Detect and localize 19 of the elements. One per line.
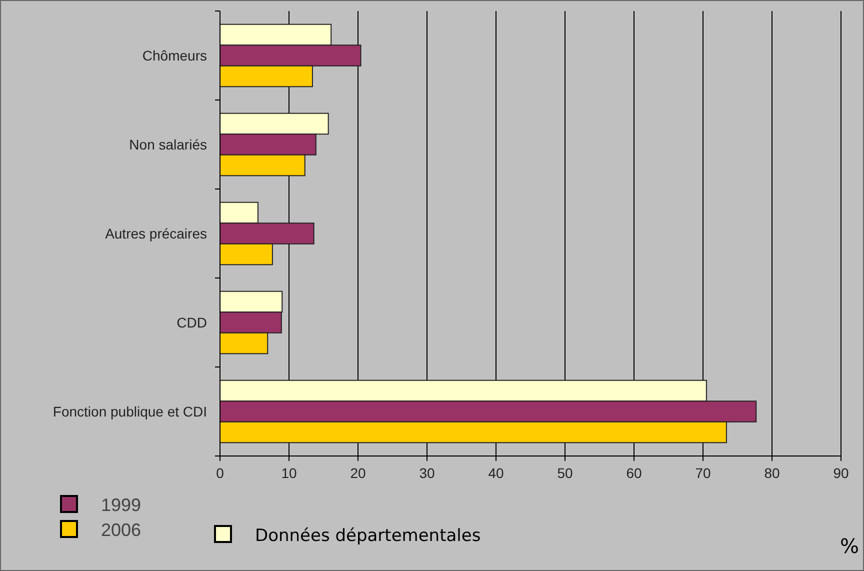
x-axis-title: % [840,534,859,558]
x-tick-label: 30 [419,465,435,481]
y-tick-label: CDD [176,314,207,330]
y-tick-label: Chômeurs [142,48,207,64]
y-tick-label: Non salariés [129,136,207,152]
x-tick-label: 70 [695,465,711,481]
x-tick-label: 40 [488,465,504,481]
x-tick-label: 50 [557,465,573,481]
legend-label: 1999 [101,495,142,515]
x-tick-label: 10 [281,465,297,481]
y-tick-label: Autres précaires [105,226,207,242]
x-tick-label: 90 [833,465,849,481]
x-tick-label: 80 [764,465,780,481]
x-tick-label: 0 [216,465,224,481]
legend-label: Données départementales [255,526,481,546]
x-tick-label: 60 [626,465,642,481]
x-tick-label: 20 [350,465,366,481]
y-tick-label: Fonction publique et CDI [52,404,207,420]
legend-label: 2006 [101,520,142,540]
